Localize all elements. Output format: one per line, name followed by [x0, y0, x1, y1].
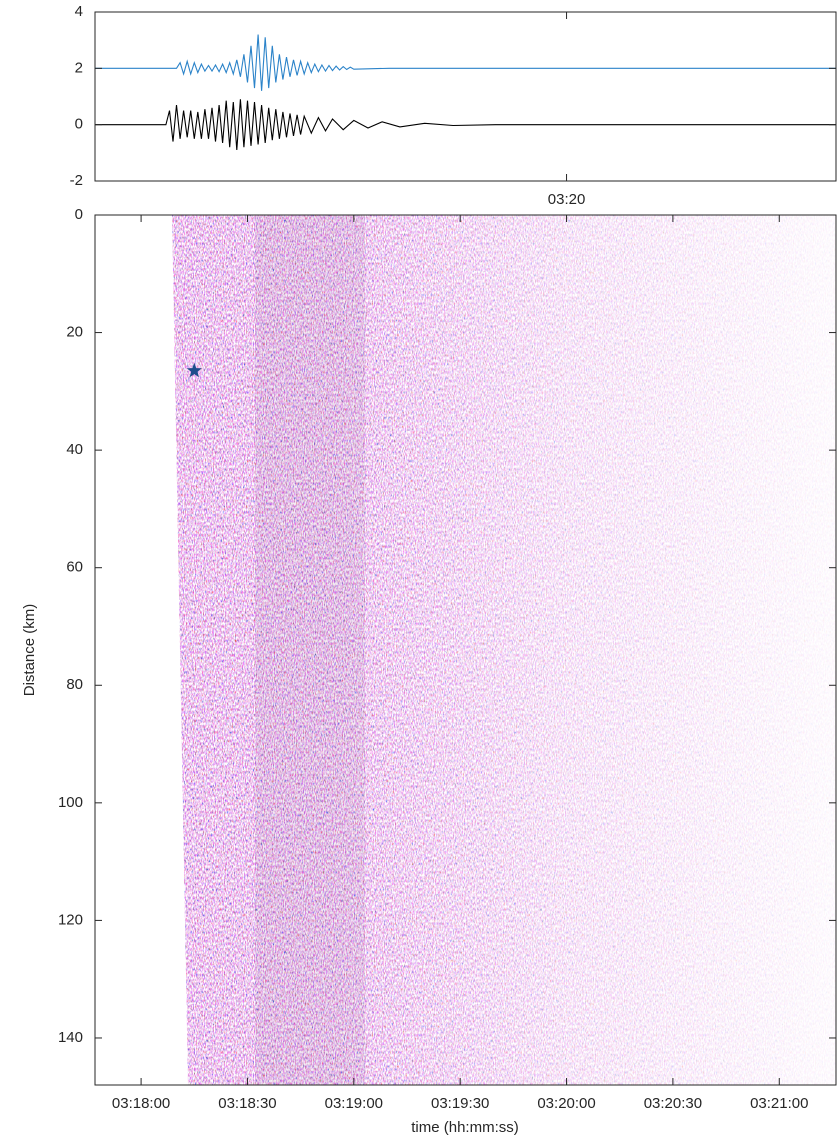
x-tick-label: 03:19:00	[325, 1095, 383, 1112]
y-axis-label: Distance (km)	[21, 604, 38, 697]
x-tick-label: 03:21:00	[750, 1095, 808, 1112]
waterfall-band	[255, 215, 365, 1085]
axes-box	[94, 214, 837, 1086]
y-tick-label: 2	[75, 59, 83, 76]
waterfall-image	[172, 215, 836, 1085]
x-axis-label: time (hh:mm:ss)	[411, 1119, 519, 1136]
waveform	[95, 99, 836, 151]
y-tick-label: 60	[66, 559, 83, 576]
y-tick-label: 20	[66, 324, 83, 341]
y-tick-label: 0	[75, 206, 83, 223]
waveform	[95, 34, 836, 91]
y-tick-label: 140	[58, 1029, 83, 1046]
y-tick-label: 0	[75, 116, 83, 133]
x-tick-label: 03:20:00	[537, 1095, 595, 1112]
y-tick-label: 120	[58, 911, 83, 928]
x-tick-label: 03:19:30	[431, 1095, 489, 1112]
y-tick-label: 100	[58, 794, 83, 811]
x-tick-label: 03:18:00	[112, 1095, 170, 1112]
y-tick-label: 40	[66, 441, 83, 458]
x-tick-label: 03:18:30	[218, 1095, 276, 1112]
waterfall-noise	[172, 215, 836, 1085]
y-tick-label: 80	[66, 676, 83, 693]
y-tick-label: -2	[70, 172, 83, 189]
x-tick-label: 03:20:30	[644, 1095, 702, 1112]
y-tick-label: 4	[75, 3, 83, 20]
x-tick-label: 03:20	[548, 191, 586, 208]
star-marker	[186, 362, 202, 378]
axes-box	[94, 11, 837, 182]
